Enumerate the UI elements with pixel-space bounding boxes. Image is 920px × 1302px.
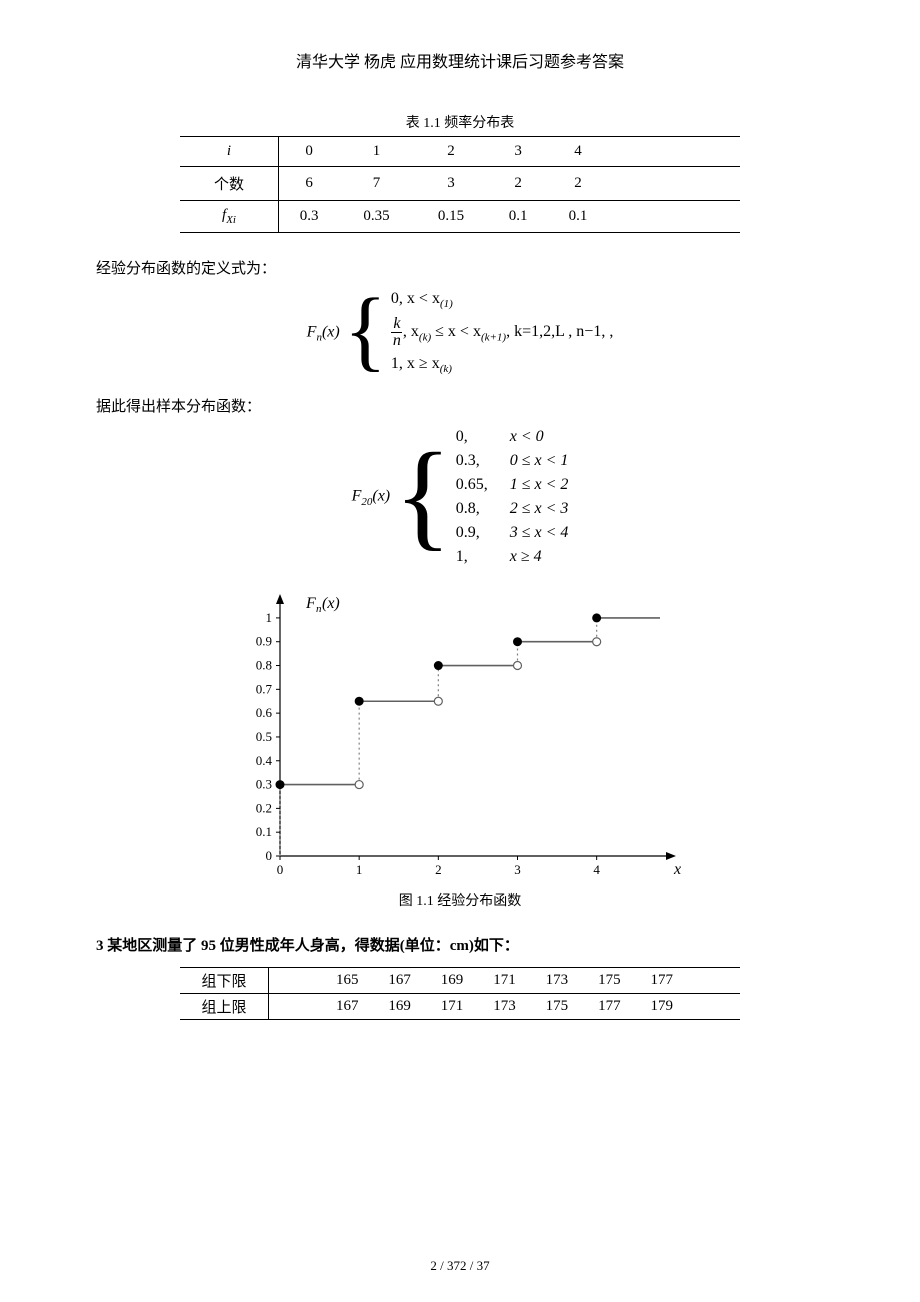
t2-u-5: 177 bbox=[583, 994, 635, 1020]
t2-u-2: 171 bbox=[426, 994, 478, 1020]
t2-l-4: 173 bbox=[531, 968, 583, 994]
svg-text:(x): (x) bbox=[322, 595, 340, 612]
table1-i-1: 1 bbox=[339, 137, 413, 167]
table2-row2-head: 组上限 bbox=[180, 994, 269, 1020]
table1-row3-head: fXi bbox=[180, 201, 279, 233]
para-sample-dist: 据此得出样本分布函数： bbox=[96, 395, 824, 416]
chart-caption: 图 1.1 经验分布函数 bbox=[96, 890, 824, 910]
t2-l-5: 175 bbox=[583, 968, 635, 994]
table1-f-0: 0.3 bbox=[279, 201, 340, 233]
page-footer: 2 / 372 / 37 bbox=[0, 1258, 920, 1274]
formula-empirical-def: Fn(x) { 0, x < x(1) kn, x(k) ≤ x < x(k+1… bbox=[96, 290, 824, 375]
frequency-table: i 0 1 2 3 4 个数 6 7 3 2 2 fXi 0.3 0.35 0.… bbox=[180, 136, 740, 233]
table1-i-0: 0 bbox=[279, 137, 340, 167]
height-table: 组下限 165 167 169 171 173 175 177 组上限 167 … bbox=[180, 967, 740, 1020]
problem-3: 3 某地区测量了 95 位男性成年人身高，得数据(单位：cm)如下： bbox=[96, 934, 824, 955]
table1-row2-head: 个数 bbox=[180, 167, 279, 201]
svg-text:0.1: 0.1 bbox=[256, 825, 272, 840]
table1-c-1: 7 bbox=[339, 167, 413, 201]
t2-u-4: 175 bbox=[531, 994, 583, 1020]
t2-u-1: 169 bbox=[373, 994, 425, 1020]
svg-text:0.4: 0.4 bbox=[256, 753, 273, 768]
svg-text:1: 1 bbox=[266, 610, 273, 625]
table1-i-3: 3 bbox=[488, 137, 548, 167]
svg-text:0: 0 bbox=[266, 848, 273, 863]
t2-u-6: 179 bbox=[636, 994, 688, 1020]
table1-i-4: 4 bbox=[548, 137, 608, 167]
table1-row1-head: i bbox=[180, 137, 279, 167]
table1-f-4: 0.1 bbox=[548, 201, 608, 233]
t2-l-1: 167 bbox=[373, 968, 425, 994]
t2-l-3: 171 bbox=[478, 968, 530, 994]
svg-text:F: F bbox=[305, 595, 316, 612]
t2-l-2: 169 bbox=[426, 968, 478, 994]
table1-f-2: 0.15 bbox=[414, 201, 488, 233]
page-header: 清华大学 杨虎 应用数理统计课后习题参考答案 bbox=[96, 48, 824, 72]
table1-f-3: 0.1 bbox=[488, 201, 548, 233]
table2-row1-head: 组下限 bbox=[180, 968, 269, 994]
svg-text:0.7: 0.7 bbox=[256, 682, 273, 697]
svg-text:0.2: 0.2 bbox=[256, 801, 272, 816]
para-empirical-def: 经验分布函数的定义式为： bbox=[96, 257, 824, 278]
t2-u-3: 173 bbox=[478, 994, 530, 1020]
table1-caption: 表 1.1 频率分布表 bbox=[96, 112, 824, 132]
svg-text:4: 4 bbox=[593, 862, 600, 877]
svg-text:0.9: 0.9 bbox=[256, 634, 272, 649]
svg-text:3: 3 bbox=[514, 862, 521, 877]
svg-text:0.8: 0.8 bbox=[256, 658, 272, 673]
svg-text:x: x bbox=[673, 861, 681, 878]
svg-text:2: 2 bbox=[435, 862, 442, 877]
table1-c-0: 6 bbox=[279, 167, 340, 201]
table1-c-3: 2 bbox=[488, 167, 548, 201]
t2-l-6: 177 bbox=[636, 968, 688, 994]
ecdf-chart: 00.10.20.30.40.50.60.70.80.9101234Fn(x)x bbox=[230, 586, 690, 886]
t2-u-0: 167 bbox=[321, 994, 373, 1020]
table1-c-4: 2 bbox=[548, 167, 608, 201]
formula-sample-dist: F20(x) { 0,x < 0 0.3,0 ≤ x < 1 0.65,1 ≤ … bbox=[96, 428, 824, 566]
svg-text:0: 0 bbox=[277, 862, 284, 877]
svg-text:1: 1 bbox=[356, 862, 363, 877]
table1-pad bbox=[608, 137, 740, 167]
svg-text:0.5: 0.5 bbox=[256, 729, 272, 744]
svg-text:0.3: 0.3 bbox=[256, 777, 272, 792]
svg-text:0.6: 0.6 bbox=[256, 706, 273, 721]
table1-f-1: 0.35 bbox=[339, 201, 413, 233]
table1-c-2: 3 bbox=[414, 167, 488, 201]
t2-l-0: 165 bbox=[321, 968, 373, 994]
table1-i-2: 2 bbox=[414, 137, 488, 167]
